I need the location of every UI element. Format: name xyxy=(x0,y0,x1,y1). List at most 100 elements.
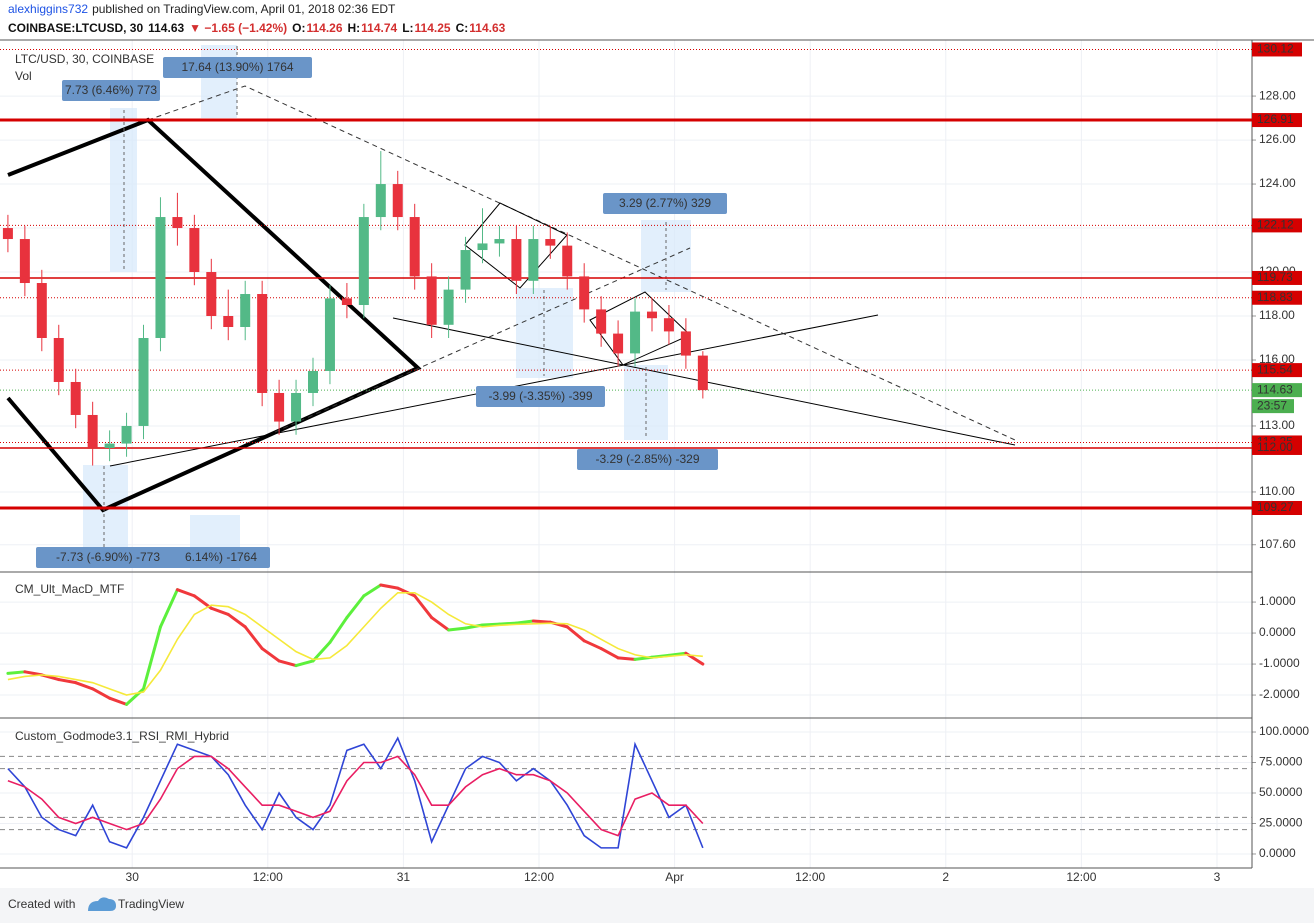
indicator-segment xyxy=(430,616,451,632)
indicator-segment xyxy=(294,659,315,668)
level-tag xyxy=(1252,113,1302,128)
candle-body xyxy=(189,228,200,273)
candle-body xyxy=(460,250,471,290)
footer-bar xyxy=(0,888,1314,923)
level-label: 130.12 xyxy=(1257,42,1294,56)
indicator-segment xyxy=(345,594,366,620)
measure-label: -7.73 (-6.90%) -773 xyxy=(56,550,160,564)
author: alexhiggins732 xyxy=(8,2,88,16)
candle-body xyxy=(646,311,657,319)
candle-body xyxy=(426,276,437,325)
published: published on TradingView.com, April 01, … xyxy=(92,2,396,16)
candle-body xyxy=(172,217,183,229)
candle-body xyxy=(223,316,234,328)
candle-body xyxy=(409,217,420,277)
candle-body xyxy=(291,392,302,422)
measure-box xyxy=(641,220,691,292)
indicator-segment xyxy=(531,619,552,624)
indicator-line xyxy=(7,736,704,849)
indicator-segment xyxy=(379,583,400,590)
x-tick-label: 12:00 xyxy=(524,870,554,884)
candle-body xyxy=(206,272,217,317)
indicator-segment xyxy=(125,687,146,706)
header-line: alexhiggins732 published on TradingView.c… xyxy=(8,2,396,16)
candle-body xyxy=(19,239,30,284)
indicator-segment xyxy=(599,647,620,660)
candle-body xyxy=(562,245,573,277)
level-label: 122.12 xyxy=(1257,218,1294,232)
footer-brand: TradingView xyxy=(118,897,184,911)
header-line: COINBASE:LTCUSD, 30 114.63 ▼ −1.65 (−1.42%… xyxy=(8,21,506,35)
candle-body xyxy=(2,228,13,240)
candle-body xyxy=(341,298,352,306)
y-tick-label: 110.00 xyxy=(1259,484,1295,498)
y-tick-label: 75.0000 xyxy=(1259,755,1303,769)
measure-label: -3.29 (-2.85%) -329 xyxy=(595,452,699,466)
y-tick-label: 126.00 xyxy=(1259,132,1296,146)
x-tick-label: 3 xyxy=(1214,870,1221,884)
y-tick-label: 1.0000 xyxy=(1259,594,1296,608)
header-symbol: COINBASE:LTCUSD, 30 xyxy=(8,21,143,35)
indicator-segment xyxy=(514,619,535,625)
level-label: 119.73 xyxy=(1257,270,1293,284)
logo xyxy=(88,897,116,911)
x-tick-label: 12:00 xyxy=(1066,870,1096,884)
candle-body xyxy=(121,425,132,444)
y-tick-label: 25.0000 xyxy=(1259,816,1303,830)
level-label: 115.54 xyxy=(1257,362,1293,376)
candle-body xyxy=(375,184,386,218)
indicator-segment xyxy=(57,678,78,685)
measure-label-bg xyxy=(172,547,270,568)
measure-label: -3.99 (-3.35%) -399 xyxy=(488,389,592,403)
indicator-segment xyxy=(565,625,586,643)
y-tick-label: 107.60 xyxy=(1259,537,1296,551)
indicator-segment xyxy=(142,625,162,691)
header-c-label: C: xyxy=(456,21,469,35)
candle-body xyxy=(545,239,556,246)
indicator-segment xyxy=(91,687,112,700)
y-tick-label: 116.00 xyxy=(1259,352,1295,366)
y-tick-label: 113.00 xyxy=(1259,418,1295,432)
indicator-segment xyxy=(108,696,129,706)
level-tag xyxy=(1252,42,1302,57)
candle-body xyxy=(477,243,488,251)
candle-body xyxy=(392,184,403,218)
level-tag xyxy=(1252,501,1302,516)
candle-body xyxy=(70,381,81,415)
header-last: 114.63 xyxy=(148,21,184,35)
y-tick-label: 0.0000 xyxy=(1259,846,1296,860)
y-tick-label: 128.00 xyxy=(1259,88,1296,102)
candle-body xyxy=(53,337,64,382)
indicator-segment xyxy=(74,681,95,691)
y-tick-label: 124.00 xyxy=(1259,176,1296,190)
candle-body xyxy=(528,239,539,281)
level-label: 118.83 xyxy=(1257,290,1293,304)
header-change: ▼ −1.65 (−1.42%) xyxy=(189,21,287,35)
candle-body xyxy=(87,414,98,448)
candle-body xyxy=(358,217,369,306)
indicator-segment xyxy=(497,621,518,626)
indicator-segment xyxy=(175,588,196,598)
candle-body xyxy=(443,289,454,325)
level-tag xyxy=(1252,218,1302,233)
candle-body xyxy=(697,355,708,391)
footer-created: Created with xyxy=(8,897,75,911)
countdown: 23:57 xyxy=(1257,398,1287,412)
measure-label: 7.73 (6.46%) 773 xyxy=(65,83,157,97)
level-tag xyxy=(1252,440,1302,455)
candle-body xyxy=(630,311,641,354)
measure-label: 6.14%) -1764 xyxy=(185,550,257,564)
indicator-segment xyxy=(464,623,484,630)
candle-body xyxy=(138,337,149,426)
legend: LTC/USD, 30, COINBASE xyxy=(15,52,154,66)
level-tag xyxy=(1252,270,1302,285)
measure-label: 3.29 (2.77%) 329 xyxy=(619,196,711,210)
y-tick-label: 50.0000 xyxy=(1259,785,1303,799)
indicator-segment xyxy=(413,594,434,620)
y-tick-label: 0.0000 xyxy=(1259,625,1296,639)
indicator-segment xyxy=(260,647,281,663)
candle-body xyxy=(257,294,268,393)
candle-body xyxy=(511,239,522,281)
candle-body xyxy=(155,217,166,338)
